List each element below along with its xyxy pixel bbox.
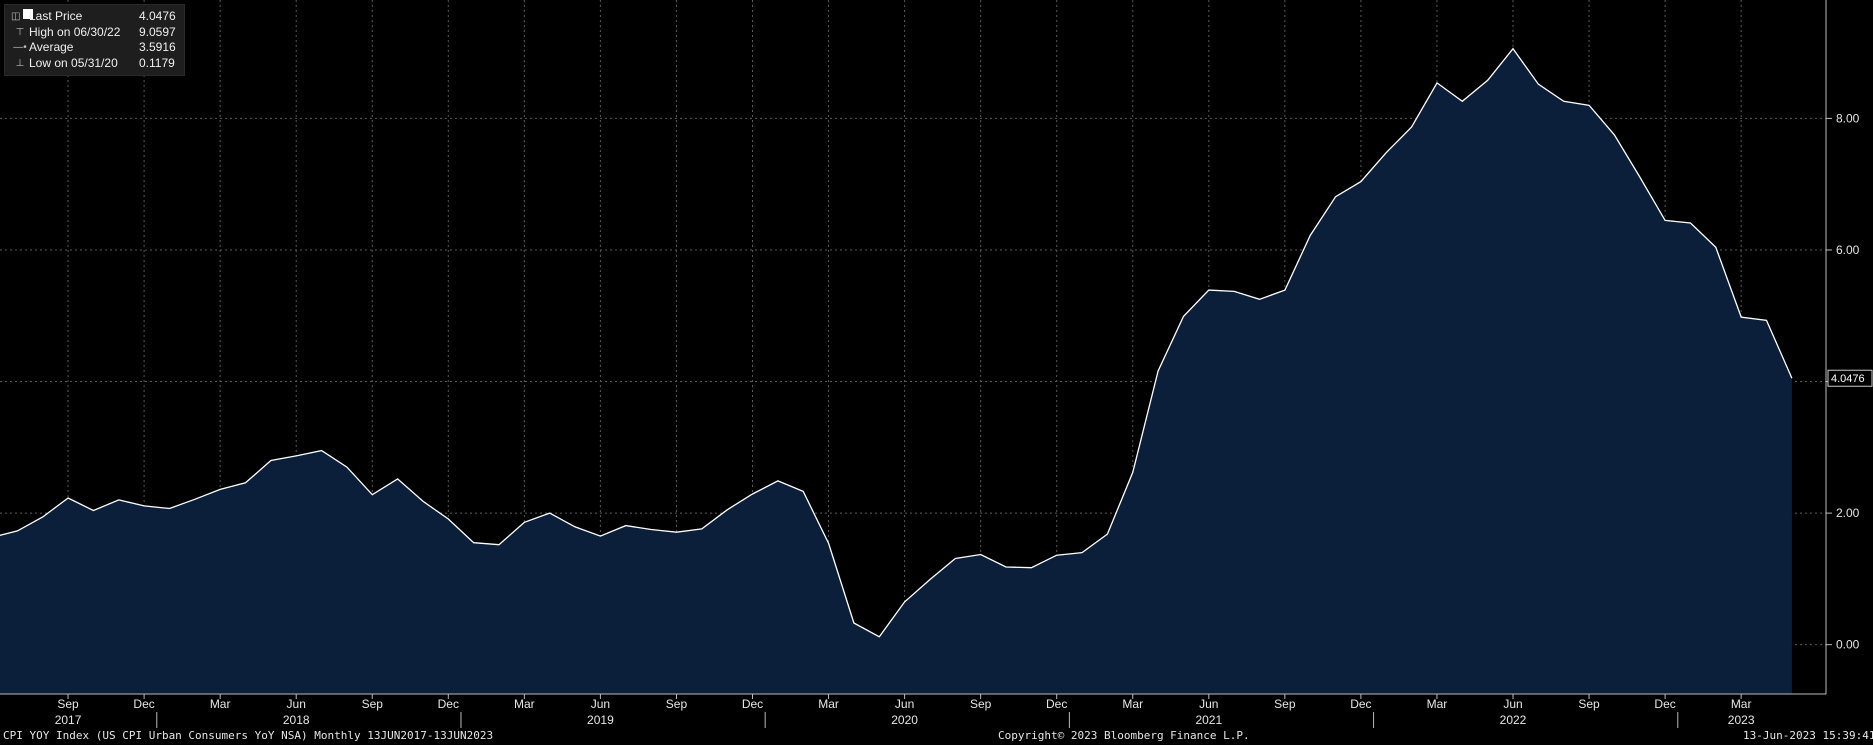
legend-row-high: ⊤ High on 06/30/22 9.0597 (11, 25, 176, 41)
last-value-box (1827, 369, 1873, 387)
x-tick-label: Mar (818, 697, 839, 711)
x-tick-label: Mar (514, 697, 535, 711)
x-tick-label: Dec (742, 697, 763, 711)
x-tick-label: Jun (287, 697, 306, 711)
x-tick-label: Mar (1122, 697, 1143, 711)
x-tick-label: Sep (1274, 697, 1296, 711)
x-tick-label: Jun (895, 697, 914, 711)
series-area (0, 48, 1792, 694)
x-year-label: 2018 (283, 713, 310, 727)
x-tick-label: Dec (1350, 697, 1371, 711)
legend-checkbox-icon[interactable]: ◫ (11, 9, 34, 25)
x-year-label: 2019 (587, 713, 614, 727)
legend-value: 3.5916 (139, 40, 176, 54)
low-marker-icon: ⊥ (15, 57, 25, 69)
x-tick-label: Jun (1199, 697, 1218, 711)
high-marker-icon: ⊤ (15, 26, 25, 38)
x-tick-label: Dec (133, 697, 154, 711)
x-year-label: 2023 (1728, 713, 1755, 727)
last-value-label: 4.0476 (1827, 369, 1873, 387)
x-tick-label: Jun (591, 697, 610, 711)
x-tick-label: Sep (970, 697, 992, 711)
x-tick-label: Mar (210, 697, 231, 711)
x-tick-label: Sep (1578, 697, 1600, 711)
x-tick-label: Sep (57, 697, 79, 711)
x-year-label: 2020 (891, 713, 918, 727)
x-tick-label: Sep (362, 697, 384, 711)
x-tick-label: Jun (1503, 697, 1522, 711)
x-tick-label: Dec (438, 697, 459, 711)
legend-value: 4.0476 (139, 9, 176, 23)
legend-label: Low on 05/31/20 (29, 55, 118, 70)
x-tick-label: Sep (666, 697, 688, 711)
x-year-label: 2021 (1195, 713, 1222, 727)
average-marker-icon: —• (13, 42, 27, 53)
x-tick-label: Mar (1427, 697, 1448, 711)
legend-row-last[interactable]: ◫ Last Price 4.0476 (11, 9, 176, 25)
x-tick-label: Mar (1731, 697, 1752, 711)
x-tick-label: Dec (1654, 697, 1675, 711)
x-year-label: 2022 (1500, 713, 1527, 727)
legend-row-low: ⊥ Low on 05/31/20 0.1179 (11, 56, 176, 72)
legend-label: Last Price (29, 9, 83, 23)
y-tick-label: 6.00 (1836, 243, 1860, 257)
x-tick-label: Dec (1046, 697, 1067, 711)
x-year-label: 2017 (55, 713, 82, 727)
x-axis: Sep Dec Mar Jun Sep Dec Mar Jun Sep Dec Mar Jun Sep D… (0, 693, 1826, 728)
footer-timestamp: 13-Jun-2023 15:39:41 (1743, 729, 1873, 742)
legend-label: High on 06/30/22 (29, 24, 121, 39)
legend-value: 0.1179 (139, 55, 175, 70)
y-tick-label: 2.00 (1836, 506, 1860, 520)
footer-security-description: CPI YOY Index (US CPI Urban Consumers Yo… (3, 729, 494, 742)
y-tick-label: 8.00 (1836, 111, 1860, 125)
last-value-text: 4.0476 (1831, 373, 1865, 385)
y-tick-label: 0.00 (1836, 638, 1860, 652)
footer-copyright: Copyright© 2023 Bloomberg Finance L.P. (998, 729, 1250, 742)
legend-row-average: —• Average 3.5916 (11, 40, 176, 56)
legend-label: Average (29, 40, 74, 54)
series-line-last-price (0, 47, 1793, 638)
legend: ◫ Last Price 4.0476 ⊤ High on 06/30/22 9… (4, 4, 185, 76)
legend-value: 9.0597 (139, 24, 176, 39)
